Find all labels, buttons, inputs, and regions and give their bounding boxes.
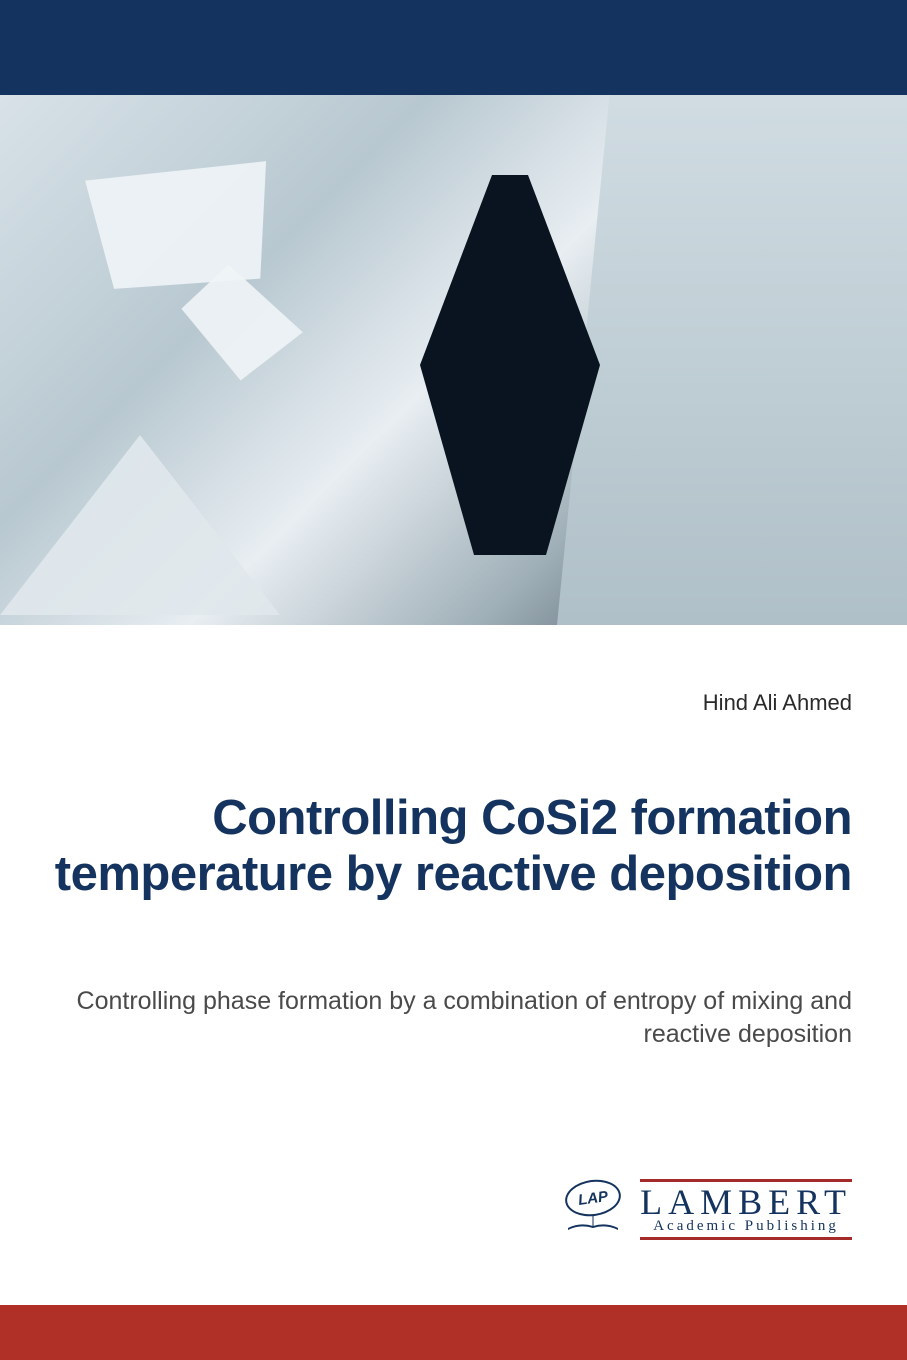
bottom-color-band: [0, 1305, 907, 1360]
publisher-name: LAMBERT: [640, 1184, 852, 1220]
top-color-band: [0, 0, 907, 95]
ice-shard: [85, 134, 295, 316]
ice-slab-right: [557, 95, 907, 625]
publisher-text-block: LAMBERT Academic Publishing: [640, 1179, 852, 1240]
publisher-block: LAP LAMBERT Academic Publishing: [558, 1179, 852, 1240]
ice-shard: [0, 435, 280, 615]
open-book-icon: [566, 1214, 620, 1232]
publisher-tagline: Academic Publishing: [640, 1218, 852, 1235]
book-title: Controlling CoSi2 formation temperature …: [0, 790, 852, 903]
publisher-logo: LAP: [558, 1180, 628, 1240]
book-subtitle: Controlling phase formation by a combina…: [0, 985, 852, 1050]
cover-photo: [0, 95, 907, 625]
author-name: Hind Ali Ahmed: [703, 690, 852, 716]
